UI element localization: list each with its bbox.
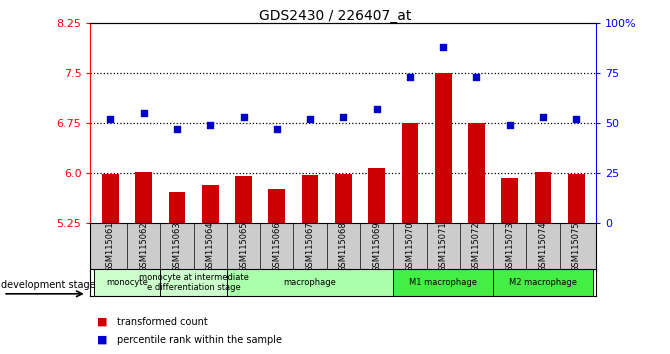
Point <box>238 114 249 120</box>
Text: GSM115062: GSM115062 <box>139 222 148 272</box>
Point <box>205 122 216 128</box>
Point <box>271 126 282 132</box>
Text: GSM115063: GSM115063 <box>172 222 182 272</box>
Text: percentile rank within the sample: percentile rank within the sample <box>117 335 282 345</box>
Bar <box>335 174 352 223</box>
Text: GSM115073: GSM115073 <box>505 222 515 272</box>
Point <box>338 114 348 120</box>
Text: GSM115070: GSM115070 <box>405 222 415 272</box>
Text: monocyte: monocyte <box>106 278 148 287</box>
Bar <box>568 174 585 223</box>
Text: monocyte at intermediate
e differentiation stage: monocyte at intermediate e differentiati… <box>139 273 249 292</box>
Bar <box>535 172 551 223</box>
Point <box>371 106 382 112</box>
Bar <box>435 73 452 223</box>
Point <box>505 122 515 128</box>
Text: GSM115072: GSM115072 <box>472 222 481 272</box>
Bar <box>202 185 218 223</box>
Bar <box>235 176 252 223</box>
Point <box>571 116 582 122</box>
Bar <box>468 123 485 223</box>
Bar <box>94 269 160 296</box>
Point <box>438 44 449 50</box>
Bar <box>393 269 493 296</box>
Text: GSM115064: GSM115064 <box>206 222 215 272</box>
Bar <box>169 192 186 223</box>
Point <box>105 116 116 122</box>
Text: ■: ■ <box>97 335 108 345</box>
Point <box>405 74 415 80</box>
Text: GSM115075: GSM115075 <box>572 222 581 272</box>
Point <box>471 74 482 80</box>
Point <box>172 126 182 132</box>
Text: development stage: development stage <box>1 280 96 290</box>
Text: GSM115067: GSM115067 <box>306 222 315 272</box>
Text: GDS2430 / 226407_at: GDS2430 / 226407_at <box>259 9 411 23</box>
Bar <box>302 175 318 223</box>
Text: GSM115061: GSM115061 <box>106 222 115 272</box>
Point <box>538 114 549 120</box>
Bar <box>401 123 418 223</box>
Bar <box>135 172 152 223</box>
Text: ■: ■ <box>97 317 108 327</box>
Text: GSM115066: GSM115066 <box>272 222 281 272</box>
Text: macrophage: macrophage <box>283 278 336 287</box>
Text: transformed count: transformed count <box>117 317 208 327</box>
Text: GSM115069: GSM115069 <box>372 222 381 272</box>
Text: M1 macrophage: M1 macrophage <box>409 278 477 287</box>
Bar <box>269 189 285 223</box>
Text: GSM115074: GSM115074 <box>539 222 547 272</box>
Bar <box>369 169 385 223</box>
Point <box>138 110 149 116</box>
Text: GSM115071: GSM115071 <box>439 222 448 272</box>
Bar <box>102 175 119 223</box>
Text: GSM115065: GSM115065 <box>239 222 248 272</box>
Bar <box>227 269 393 296</box>
Bar <box>501 178 518 223</box>
Point <box>305 116 316 122</box>
Bar <box>160 269 227 296</box>
Bar <box>493 269 593 296</box>
Text: M2 macrophage: M2 macrophage <box>509 278 577 287</box>
Text: GSM115068: GSM115068 <box>339 222 348 272</box>
